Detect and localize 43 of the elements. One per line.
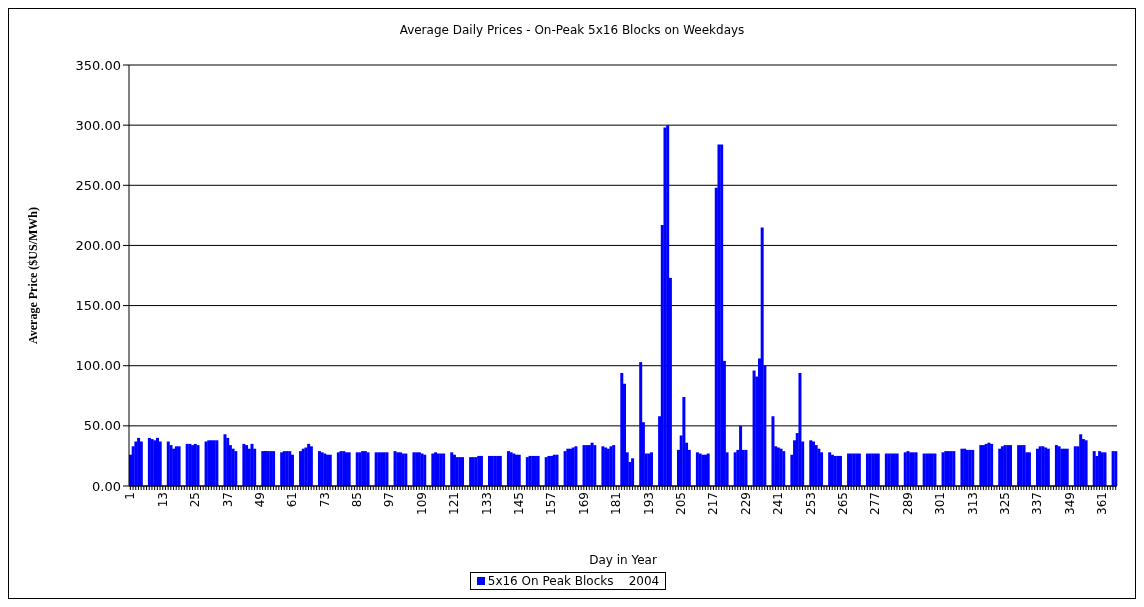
- x-tick-label: 133: [479, 492, 494, 515]
- x-tick-label: 193: [641, 492, 656, 515]
- x-tick-label: 337: [1030, 492, 1045, 515]
- x-tick-label: 49: [252, 492, 267, 508]
- x-tick-label: 85: [350, 492, 365, 508]
- x-tick-label: 349: [1062, 492, 1077, 515]
- x-axis-title: Day in Year: [589, 553, 657, 567]
- x-tick-label: 277: [868, 492, 883, 515]
- x-tick-label: 37: [220, 492, 235, 508]
- x-tick-label: 25: [188, 492, 203, 508]
- x-tick-label: 13: [155, 492, 170, 508]
- y-tick-label: 100.00: [75, 358, 121, 374]
- legend-label: 5x16 On Peak Blocks 2004: [486, 574, 660, 588]
- x-tick-label: 325: [997, 492, 1012, 515]
- x-tick-label: 205: [674, 492, 689, 515]
- x-tick-label: 253: [803, 492, 818, 515]
- x-tick-label: 289: [900, 492, 915, 515]
- x-tick-label: 265: [836, 492, 851, 515]
- x-tick-label: 169: [576, 492, 591, 515]
- y-axis-title: Average Price ($US/MWh): [26, 206, 41, 345]
- x-tick-label: 241: [771, 492, 786, 515]
- x-tick-label: 157: [544, 492, 559, 515]
- x-tick-label: 145: [512, 492, 527, 515]
- x-tick-label: 73: [317, 492, 332, 508]
- chart-title: Average Daily Prices - On-Peak 5x16 Blocks on Weekdays: [398, 23, 746, 37]
- x-tick-label: 97: [382, 492, 397, 508]
- y-tick-label: 150.00: [75, 298, 121, 314]
- y-tick-label: 350.00: [75, 57, 121, 73]
- y-tick-label: 300.00: [75, 117, 121, 133]
- y-tick-label: 50.00: [83, 418, 121, 434]
- x-tick-label: 121: [447, 492, 462, 515]
- x-tick-label: 313: [965, 492, 980, 515]
- x-tick-label: 109: [414, 492, 429, 515]
- y-tick-label: 200.00: [75, 238, 121, 254]
- x-tick-label: 217: [706, 492, 721, 515]
- x-tick-label: 229: [738, 492, 753, 515]
- y-tick-label: 0.00: [92, 478, 121, 494]
- x-tick-label: 181: [609, 492, 624, 515]
- x-tick-label: 1: [123, 492, 138, 500]
- x-tick-label: 301: [933, 492, 948, 515]
- y-tick-label: 250.00: [75, 177, 121, 193]
- x-tick-label: 61: [285, 492, 300, 508]
- x-tick-label: 361: [1095, 492, 1110, 515]
